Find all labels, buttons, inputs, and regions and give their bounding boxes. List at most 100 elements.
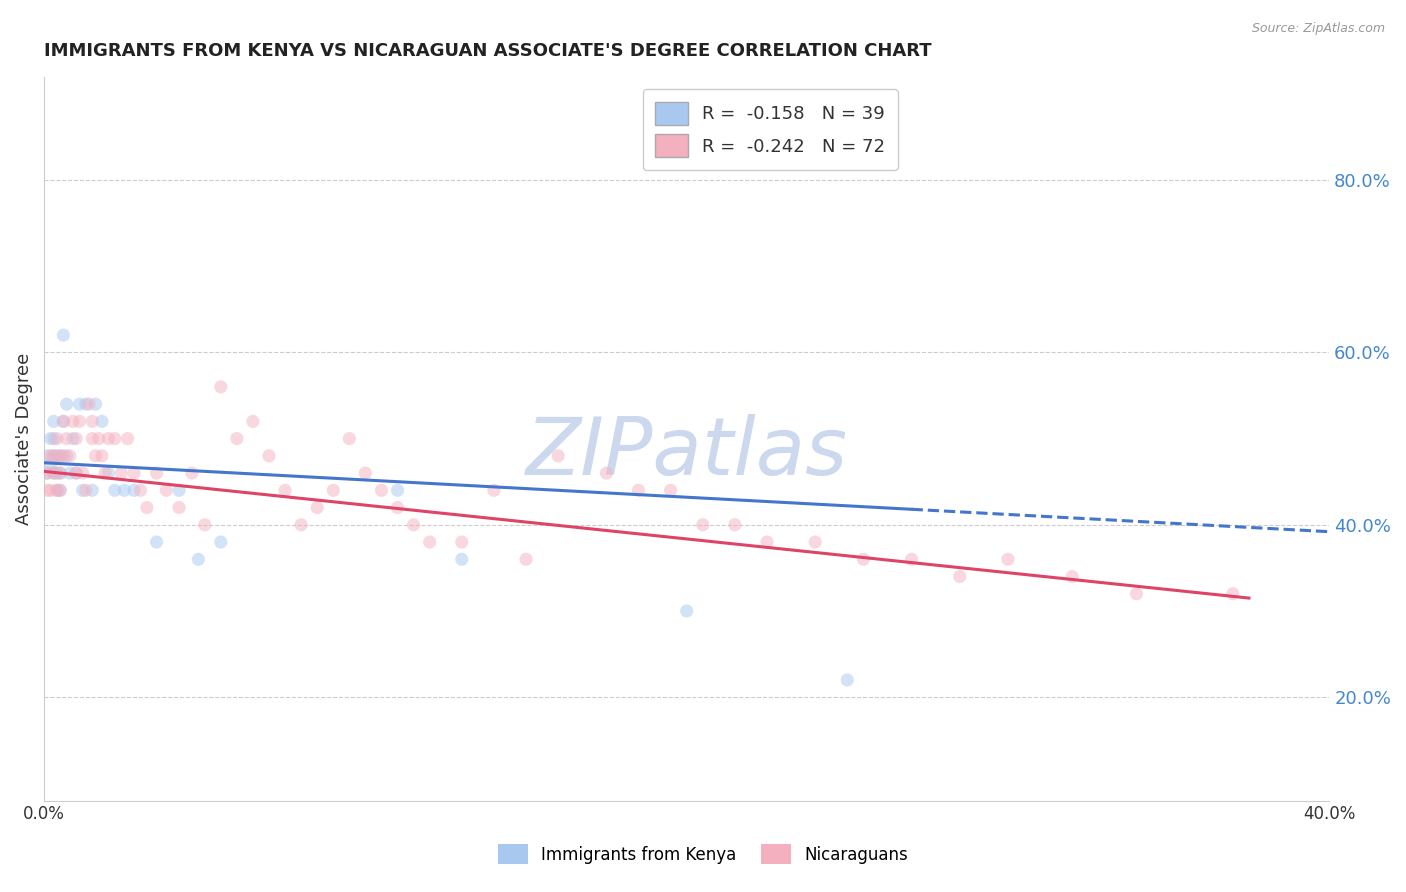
Point	[65, 466, 87, 480]
Point	[49, 449, 72, 463]
Point	[180, 466, 202, 480]
Point	[402, 517, 425, 532]
Point	[52, 328, 75, 343]
Point	[59, 466, 82, 480]
Point	[49, 449, 72, 463]
Point	[69, 414, 91, 428]
Point	[187, 552, 209, 566]
Point	[852, 552, 875, 566]
Point	[46, 466, 69, 480]
Legend: R =  -0.158   N = 39, R =  -0.242   N = 72: R = -0.158 N = 39, R = -0.242 N = 72	[643, 89, 898, 170]
Point	[82, 432, 104, 446]
Point	[77, 397, 100, 411]
Point	[122, 483, 145, 498]
Point	[37, 466, 59, 480]
Point	[87, 432, 110, 446]
Point	[39, 432, 62, 446]
Point	[72, 483, 94, 498]
Point	[515, 552, 537, 566]
Point	[595, 466, 617, 480]
Point	[167, 500, 190, 515]
Point	[91, 449, 114, 463]
Point	[49, 466, 72, 480]
Point	[724, 517, 747, 532]
Point	[84, 397, 107, 411]
Point	[354, 466, 377, 480]
Point	[756, 535, 779, 549]
Point	[55, 449, 77, 463]
Point	[114, 483, 136, 498]
Point	[1062, 569, 1084, 583]
Point	[42, 449, 65, 463]
Point	[225, 432, 247, 446]
Point	[62, 432, 84, 446]
Point	[387, 483, 409, 498]
Point	[62, 414, 84, 428]
Point	[42, 432, 65, 446]
Point	[290, 517, 312, 532]
Point	[274, 483, 297, 498]
Point	[52, 414, 75, 428]
Point	[72, 466, 94, 480]
Point	[129, 483, 152, 498]
Point	[450, 535, 472, 549]
Legend: Immigrants from Kenya, Nicaraguans: Immigrants from Kenya, Nicaraguans	[491, 838, 915, 871]
Point	[39, 483, 62, 498]
Point	[52, 449, 75, 463]
Point	[59, 449, 82, 463]
Point	[46, 449, 69, 463]
Point	[52, 414, 75, 428]
Point	[94, 466, 117, 480]
Text: ZIPatlas: ZIPatlas	[526, 414, 848, 492]
Point	[167, 483, 190, 498]
Point	[42, 466, 65, 480]
Point	[97, 466, 120, 480]
Point	[42, 414, 65, 428]
Point	[55, 432, 77, 446]
Point	[49, 483, 72, 498]
Point	[145, 466, 167, 480]
Point	[91, 414, 114, 428]
Point	[155, 483, 177, 498]
Point	[257, 449, 280, 463]
Point	[39, 458, 62, 472]
Point	[104, 483, 127, 498]
Point	[804, 535, 827, 549]
Point	[122, 466, 145, 480]
Point	[49, 466, 72, 480]
Point	[482, 483, 505, 498]
Point	[1125, 587, 1147, 601]
Point	[37, 483, 59, 498]
Point	[659, 483, 682, 498]
Point	[39, 449, 62, 463]
Point	[42, 449, 65, 463]
Point	[997, 552, 1019, 566]
Point	[69, 397, 91, 411]
Point	[547, 449, 569, 463]
Point	[75, 397, 97, 411]
Point	[242, 414, 264, 428]
Point	[104, 432, 127, 446]
Point	[37, 466, 59, 480]
Text: Source: ZipAtlas.com: Source: ZipAtlas.com	[1251, 22, 1385, 36]
Point	[65, 466, 87, 480]
Point	[837, 673, 859, 687]
Point	[675, 604, 697, 618]
Point	[627, 483, 650, 498]
Point	[46, 483, 69, 498]
Point	[1222, 587, 1244, 601]
Point	[135, 500, 157, 515]
Y-axis label: Associate's Degree: Associate's Degree	[15, 352, 32, 524]
Point	[117, 432, 139, 446]
Point	[110, 466, 132, 480]
Point	[692, 517, 714, 532]
Point	[450, 552, 472, 566]
Point	[84, 449, 107, 463]
Point	[322, 483, 344, 498]
Text: IMMIGRANTS FROM KENYA VS NICARAGUAN ASSOCIATE'S DEGREE CORRELATION CHART: IMMIGRANTS FROM KENYA VS NICARAGUAN ASSO…	[44, 42, 932, 60]
Point	[419, 535, 441, 549]
Point	[37, 449, 59, 463]
Point	[97, 432, 120, 446]
Point	[209, 535, 232, 549]
Point	[46, 483, 69, 498]
